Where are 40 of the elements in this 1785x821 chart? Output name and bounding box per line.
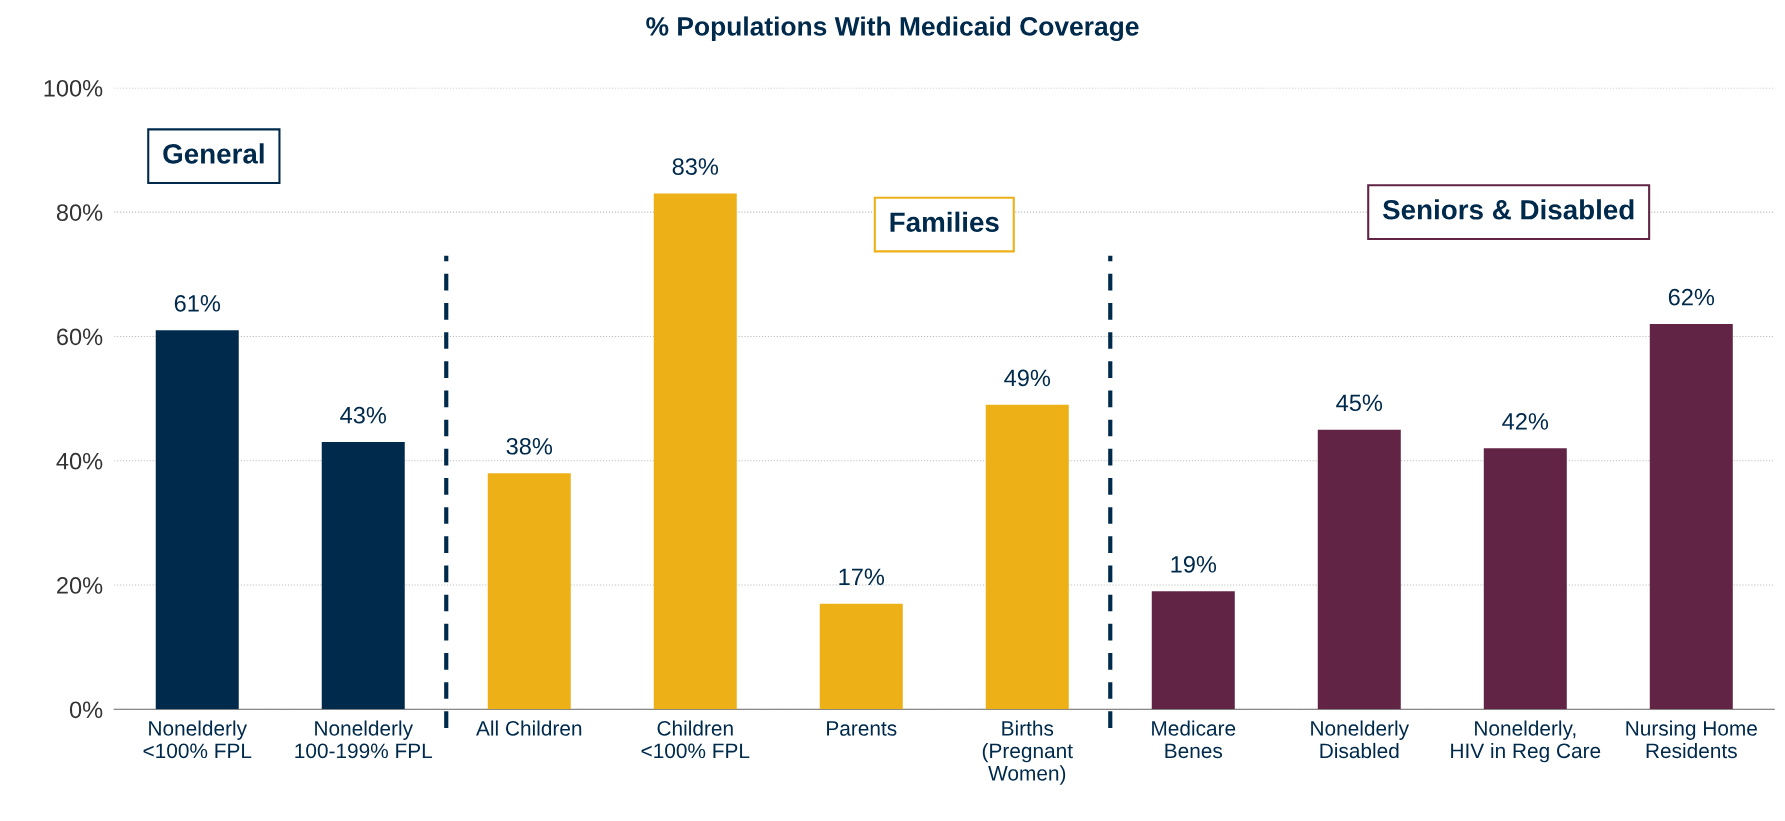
bar [985, 404, 1069, 710]
bar [1317, 429, 1401, 710]
y-tick-label: 0% [69, 701, 103, 719]
y-tick-label: 60% [57, 328, 103, 346]
bar [487, 473, 571, 710]
bar [819, 603, 903, 710]
bar [1483, 448, 1567, 710]
annotation: General [163, 143, 264, 164]
y-tick-label: 40% [56, 452, 103, 470]
x-tick-label: Nonelderly <100% FPL [143, 720, 252, 759]
bar [155, 330, 239, 710]
annotation: Seniors & Disabled [1382, 199, 1634, 220]
y-tick-label: 20% [57, 577, 103, 594]
chart-title: % Populations With Medicaid Coverage [646, 16, 1139, 42]
data-label: 38% [506, 437, 553, 455]
x-tick-label: Births (Pregnant Women) [982, 720, 1073, 785]
x-tick-label: Parents [827, 721, 897, 736]
data-label: 45% [1336, 394, 1383, 412]
data-label: 17% [839, 568, 885, 586]
x-tick-label: Nonelderly, HIV in Reg Care [1451, 720, 1601, 763]
annotation: Families [890, 211, 999, 233]
data-label: 49% [1004, 369, 1051, 387]
data-label: 43% [340, 406, 387, 424]
bar [1151, 591, 1235, 710]
x-tick-label: All Children [476, 720, 582, 736]
data-label: 19% [1171, 555, 1217, 573]
x-tick-label: Nonelderly Disabled [1311, 720, 1410, 759]
y-tick-label: 100% [44, 79, 103, 97]
bar [1649, 324, 1733, 710]
data-label: 42% [1502, 413, 1549, 430]
x-tick-label: Children <100% FPL [641, 720, 750, 759]
x-tick-label: Medicare Benes [1152, 720, 1236, 759]
bar [653, 193, 737, 710]
x-tick-label: Nursing Home Residents [1626, 720, 1757, 759]
data-label: 83% [672, 158, 719, 175]
y-tick-label: 80% [56, 204, 103, 221]
data-label: 62% [1668, 288, 1715, 306]
data-label: 61% [174, 294, 221, 312]
bar [321, 442, 405, 710]
x-tick-label: Nonelderly 100-199% FPL [295, 720, 433, 759]
